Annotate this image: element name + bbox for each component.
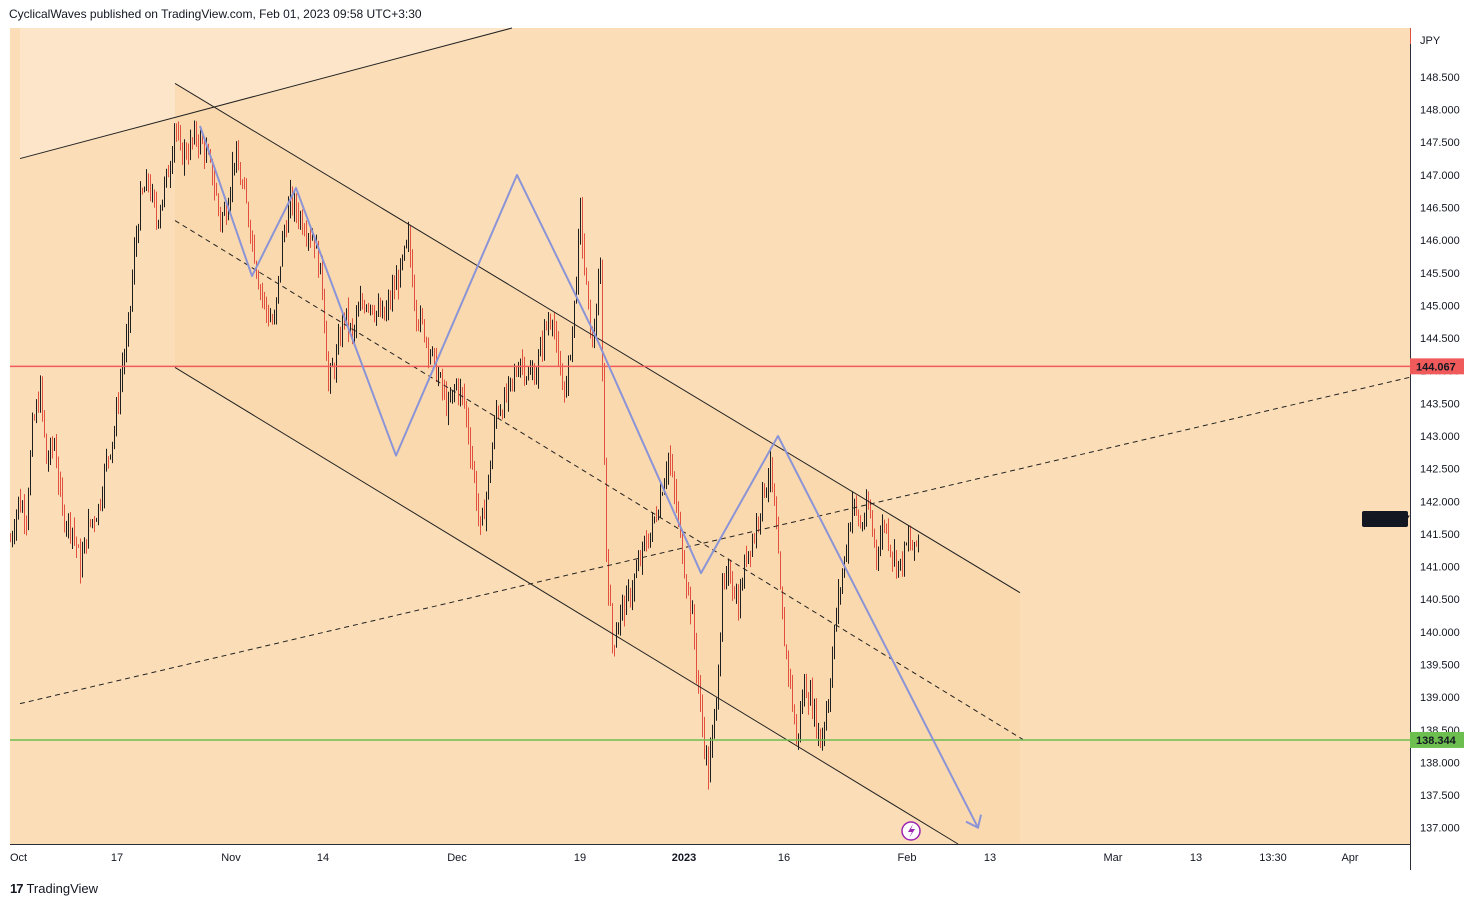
- price-tick-label: 139.000: [1420, 692, 1460, 704]
- support-price-label: 138.344: [1410, 731, 1464, 748]
- publish-info: CyclicalWaves published on TradingView.c…: [9, 7, 422, 21]
- symbol-badge-text: EURJPY: [1366, 514, 1411, 526]
- price-tick-label: 146.500: [1420, 203, 1460, 215]
- resistance-price-label: 144.067: [1410, 358, 1464, 375]
- price-tick-label: 139.500: [1420, 659, 1460, 671]
- lightning-icon[interactable]: [901, 821, 921, 841]
- upper-trendline[interactable]: [19, 27, 513, 160]
- time-tick-label: Feb: [898, 852, 917, 864]
- price-tick-label: 141.500: [1420, 529, 1460, 541]
- channel-fill: [175, 83, 1020, 845]
- price-tick-label: 140.000: [1420, 627, 1460, 639]
- footer-branding[interactable]: 17 TradingView: [10, 881, 98, 896]
- price-tick-label: 148.500: [1420, 72, 1460, 84]
- long-trend-line[interactable]: [19, 376, 1411, 705]
- price-ticks: 148.500 148.000 147.500 147.000 146.500 146.0…: [1420, 72, 1460, 835]
- support-label-bg: [1410, 731, 1464, 748]
- wave-arrowhead: [965, 814, 982, 830]
- price-tick-label: 142.000: [1420, 496, 1460, 508]
- lightning-icon-bolt: [908, 824, 915, 838]
- price-tick-label: 143.500: [1420, 398, 1460, 410]
- time-tick-label: Nov: [221, 852, 241, 864]
- channel-lower-line[interactable]: [174, 367, 959, 845]
- time-ticks: Oct 17 Nov 14 Dec 19 2023 16 Feb 13 Mar 13 13:30 Apr: [10, 852, 1359, 864]
- time-tick-label: 13:30: [1259, 852, 1287, 864]
- time-axis[interactable]: [10, 844, 1410, 870]
- wave-projection[interactable]: [199, 125, 979, 829]
- price-tick-label: 148.000: [1420, 105, 1460, 117]
- time-tick-label: 13: [1190, 852, 1202, 864]
- support-label-text: 138.344: [1416, 735, 1457, 747]
- footer-brand-text: TradingView: [26, 881, 99, 896]
- price-tick-label: 142.500: [1420, 464, 1460, 476]
- time-tick-label: 13: [984, 852, 996, 864]
- time-tick-label: Dec: [447, 852, 467, 864]
- price-tick-label: 138.000: [1420, 757, 1460, 769]
- price-tick-label: 137.000: [1420, 823, 1460, 835]
- price-tick-label: 137.500: [1420, 790, 1460, 802]
- price-tick-label: 145.000: [1420, 300, 1460, 312]
- price-tick-label: 140.500: [1420, 594, 1460, 606]
- currency-label: JPY: [1420, 35, 1441, 47]
- price-axis[interactable]: [1410, 28, 1468, 870]
- time-tick-label: 17: [111, 852, 123, 864]
- channel-mid-line[interactable]: [174, 220, 1024, 740]
- price-tick-label: 141.000: [1420, 562, 1460, 574]
- time-tick-label: 16: [778, 852, 790, 864]
- time-tick-label: 19: [574, 852, 586, 864]
- price-tick-label: 147.000: [1420, 170, 1460, 182]
- time-tick-label: 14: [317, 852, 329, 864]
- time-tick-label: Apr: [1341, 852, 1358, 864]
- symbol-badge[interactable]: EURJPY: [1362, 511, 1411, 527]
- tradingview-logo-icon: 17: [10, 881, 24, 896]
- time-tick-label: Oct: [10, 852, 27, 864]
- price-tick-label: 147.500: [1420, 137, 1460, 149]
- resistance-label-text: 144.067: [1416, 361, 1456, 373]
- resistance-label-bg: [1410, 358, 1464, 375]
- symbol-badge-bg: [1362, 511, 1408, 527]
- time-tick-label: 2023: [672, 852, 696, 864]
- time-tick-label: Mar: [1104, 852, 1123, 864]
- price-tick-label: 145.500: [1420, 268, 1460, 280]
- price-tick-label: 146.000: [1420, 235, 1460, 247]
- price-tick-label: 144.500: [1420, 333, 1460, 345]
- price-tick-label: 143.000: [1420, 431, 1460, 443]
